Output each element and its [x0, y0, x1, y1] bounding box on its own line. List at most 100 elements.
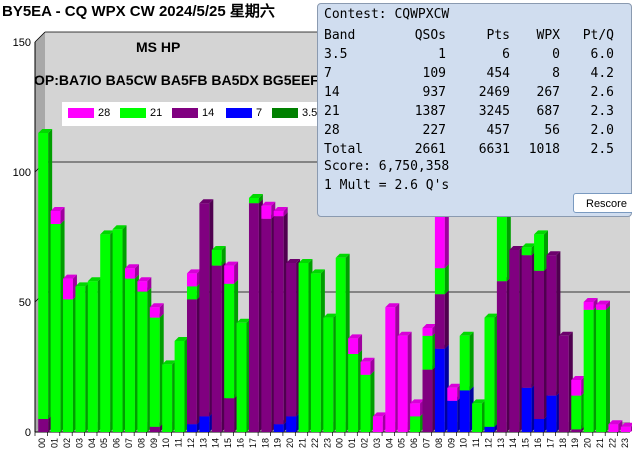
- x-tick-label: 15: [521, 438, 531, 448]
- x-tick-label: 07: [421, 438, 431, 448]
- x-tick-label: 23: [322, 438, 332, 448]
- x-tick-label: 14: [211, 438, 221, 448]
- bar-segment-28: [261, 201, 276, 219]
- legend-swatch-3-5: [272, 108, 298, 118]
- bar-segment-28: [608, 420, 623, 432]
- bar-segment-14: [496, 277, 511, 432]
- legend-label-7: 7: [256, 107, 263, 119]
- legend-swatch-21: [120, 108, 146, 118]
- bar-segment-21: [50, 220, 65, 432]
- legend-label-14: 14: [202, 107, 215, 119]
- x-tick-label: 02: [62, 438, 72, 448]
- x-tick-label: 11: [471, 438, 481, 447]
- cell-ptq: 2.3: [590, 104, 614, 119]
- bar-segment-21: [434, 264, 449, 295]
- table-row: 28 227 457 56 2.0: [324, 121, 614, 140]
- mult-line: 1 Mult = 2.6 Q's: [324, 178, 450, 193]
- bar-segment-14: [248, 199, 263, 432]
- x-tick-label: 19: [273, 438, 283, 448]
- cell-band: Total: [324, 142, 364, 157]
- x-tick-label: 13: [198, 438, 208, 448]
- cell-pts: 2469: [478, 85, 510, 100]
- bar-segment-28: [385, 303, 400, 432]
- x-tick-label: 03: [372, 438, 382, 448]
- bar-segment-14: [521, 251, 536, 388]
- x-tick-label: 08: [434, 438, 444, 448]
- bar-segment-14: [186, 295, 201, 425]
- cell-band: 14: [324, 85, 340, 100]
- header-ptq: Pt/Q: [582, 28, 614, 43]
- x-tick-label: 20: [285, 438, 295, 448]
- cell-pts: 454: [486, 66, 510, 81]
- x-tick-label: 16: [236, 438, 246, 448]
- cell-band: 7: [324, 66, 332, 81]
- x-tick-label: 05: [397, 438, 407, 448]
- x-tick-label: 06: [112, 438, 122, 448]
- cell-ptq: 4.2: [590, 66, 614, 81]
- x-tick-label: 21: [595, 438, 605, 448]
- bar-segment-7: [521, 383, 536, 432]
- bar-segment-21: [224, 279, 239, 399]
- bar-segment-14: [534, 266, 548, 419]
- cell-wpx: 8: [552, 66, 560, 81]
- header-wpx: WPX: [536, 28, 560, 43]
- chart-title: BY5EA - CQ WPX CW 2024/5/25 星期六: [2, 3, 275, 20]
- bar-segment-14: [546, 251, 561, 396]
- bar-segment-28: [360, 357, 375, 375]
- table-header-row: Band QSOs Pts WPX Pt/Q: [324, 26, 614, 45]
- x-tick-label: 14: [508, 438, 518, 448]
- rescore-button[interactable]: Rescore: [573, 193, 632, 213]
- x-tick-label: 16: [533, 438, 543, 448]
- bar-segment-21: [112, 225, 127, 432]
- y-tick-label: 50: [19, 297, 31, 309]
- x-tick-label: 17: [248, 438, 258, 448]
- bar-segment-28: [137, 277, 152, 292]
- x-tick-label: 22: [310, 438, 320, 448]
- cell-ptq: 2.6: [590, 85, 614, 100]
- bar-segment-21: [149, 313, 164, 427]
- bar-segment-28: [186, 269, 201, 287]
- bar-segment-21: [323, 313, 338, 432]
- cell-band: 3.5: [324, 47, 348, 62]
- contest-line: Contest: CQWPXCW: [324, 7, 450, 22]
- bar-segment-28: [372, 412, 387, 432]
- x-tick-label: 22: [607, 438, 617, 448]
- table-row: 3.5 1 6 0 6.0: [324, 45, 614, 64]
- x-tick-label: 06: [409, 438, 419, 448]
- bar-segment-7: [434, 344, 449, 432]
- y-tick-label: 150: [13, 37, 31, 49]
- header-qsos: QSOs: [414, 28, 446, 43]
- x-tick-label: 05: [99, 438, 109, 448]
- table-row: 21 1387 3245 687 2.3: [324, 102, 614, 121]
- legend-swatch-14: [172, 108, 198, 118]
- x-tick-label: 18: [260, 438, 270, 448]
- bar-segment-21: [360, 370, 375, 432]
- bar-segment-28: [50, 207, 65, 224]
- cell-qsos: 937: [422, 85, 446, 100]
- bar-segment-21: [596, 305, 610, 432]
- bar-segment-28: [571, 376, 586, 396]
- x-tick-label: 02: [359, 438, 369, 448]
- table-total-row: Total 2661 6631 1018 2.5: [324, 140, 614, 159]
- cell-qsos: 227: [422, 123, 446, 138]
- chart-subtitle: MS HP: [136, 39, 181, 55]
- x-tick-label: 00: [335, 438, 345, 448]
- bar-segment-14: [558, 331, 573, 432]
- bar-segment-21: [310, 269, 325, 432]
- bar-segment-21: [335, 253, 350, 432]
- cell-band: 28: [324, 123, 340, 138]
- bar-segment-7: [546, 391, 561, 432]
- bar-segment-28: [224, 261, 239, 284]
- x-tick-label: 23: [620, 438, 630, 448]
- bar-segment-21: [248, 194, 263, 204]
- x-tick-label: 12: [483, 438, 493, 448]
- bar-segment-21: [100, 230, 115, 432]
- legend-label-28: 28: [98, 107, 111, 119]
- x-tick-label: 19: [570, 438, 580, 448]
- cell-wpx: 267: [536, 85, 560, 100]
- bar-segment-21: [422, 331, 437, 370]
- bar-segment-21: [211, 246, 226, 266]
- bar-segment-21: [298, 259, 313, 432]
- bar-segment-14: [509, 246, 524, 432]
- y-tick-label: 0: [25, 427, 31, 439]
